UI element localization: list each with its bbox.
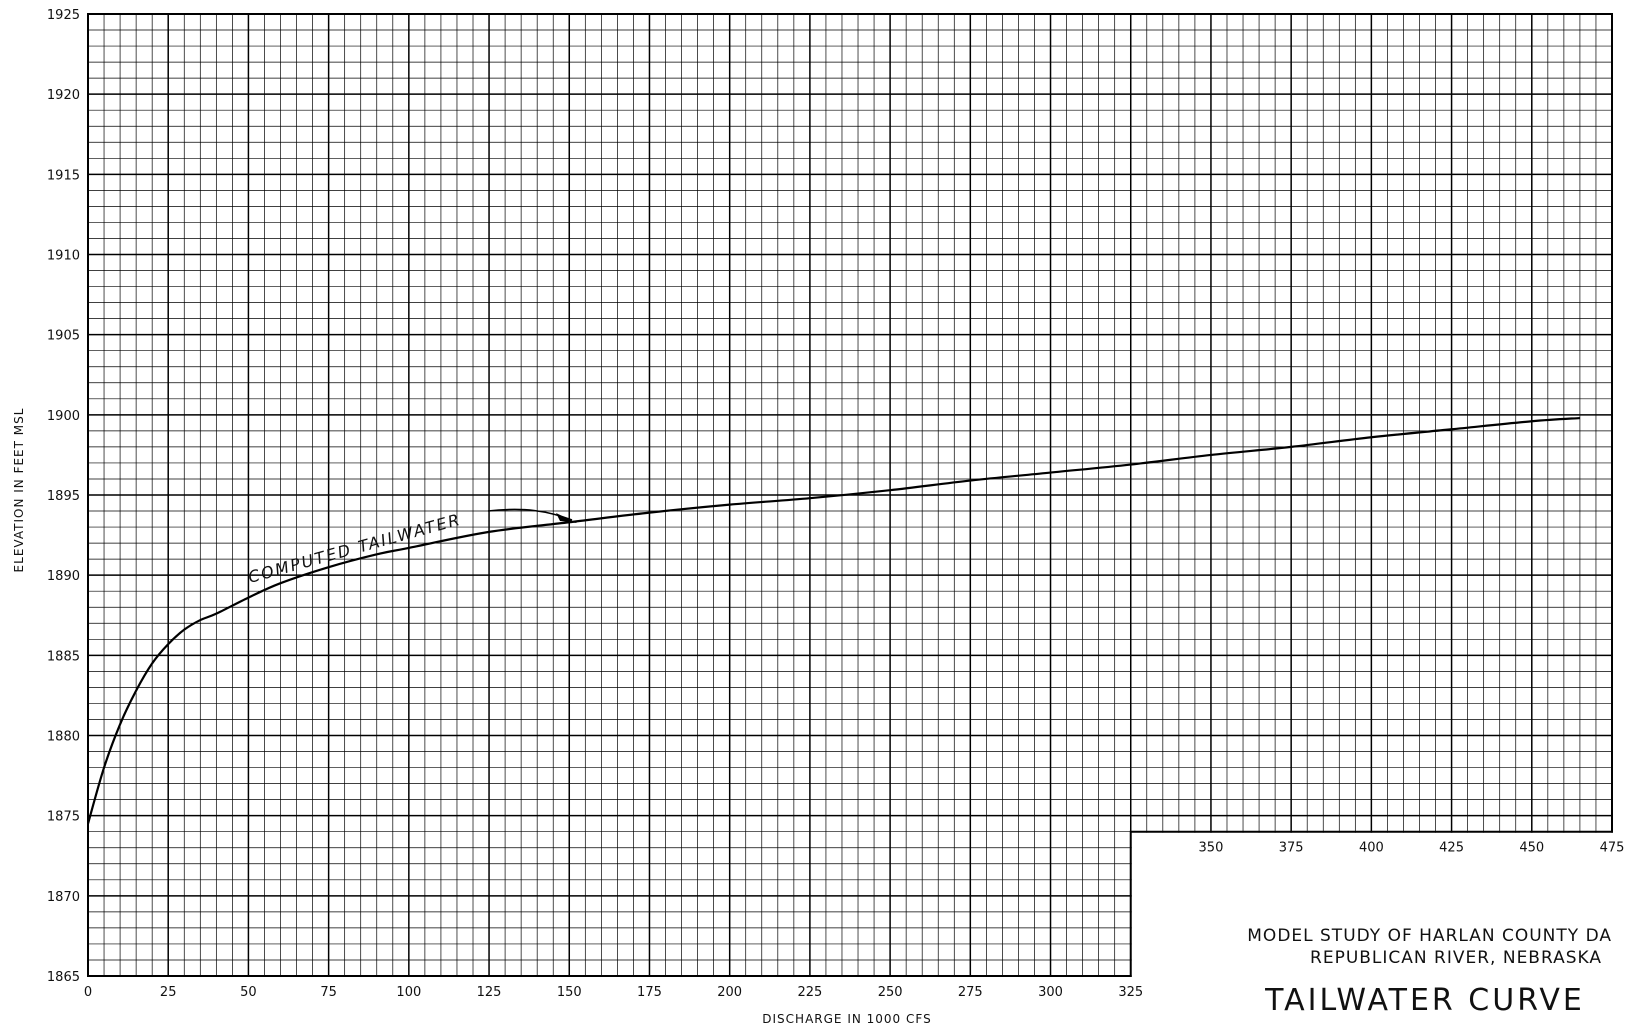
title-block-line-1: MODEL STUDY OF HARLAN COUNTY DA <box>1247 926 1612 946</box>
x-tick-label: 125 <box>477 985 502 1000</box>
x-tick-label: 25 <box>160 985 177 1000</box>
x-tick-label: 50 <box>240 985 257 1000</box>
y-tick-label: 1905 <box>47 329 80 344</box>
y-tick-label: 1910 <box>47 249 80 264</box>
x-axis-label: DISCHARGE IN 1000 CFS <box>762 1012 931 1026</box>
y-tick-label: 1885 <box>47 649 80 664</box>
y-tick-label: 1870 <box>47 890 80 905</box>
tailwater-curve-line <box>86 416 1580 824</box>
y-tick-label: 1925 <box>47 8 80 23</box>
y-tick-label: 1915 <box>47 168 80 183</box>
y-tick-label: 1890 <box>47 569 80 584</box>
x-tick-label: 250 <box>878 985 903 1000</box>
y-axis-label: ELEVATION IN FEET MSL <box>12 408 26 573</box>
annotation-arrowhead <box>556 513 577 523</box>
x-tick-label: 300 <box>1038 985 1063 1000</box>
x-tick-label: 400 <box>1359 841 1384 856</box>
x-tick-label: 150 <box>557 985 582 1000</box>
x-tick-label: 425 <box>1439 841 1464 856</box>
frame-outline <box>87 13 1613 977</box>
title-block-background <box>1131 832 1627 1032</box>
title-block-line-2: REPUBLICAN RIVER, NEBRASKA <box>1310 948 1602 968</box>
y-tick-label: 1895 <box>47 489 80 504</box>
x-tick-label: 325 <box>1118 985 1143 1000</box>
plot-frame <box>87 13 1613 977</box>
x-tick-label: 0 <box>84 985 92 1000</box>
x-tick-label: 450 <box>1519 841 1544 856</box>
chart-title: TAILWATER CURVE <box>1264 983 1585 1018</box>
x-tick-label: 475 <box>1600 841 1625 856</box>
x-tick-label: 75 <box>320 985 337 1000</box>
y-tick-labels: 1865 1870 1875 1880 1885 1890 1895 1900 1905 1910… <box>47 8 80 985</box>
x-tick-labels: 0 25 50 75 100 125 150 175 200 225 250 275 300 325 350… <box>84 841 1625 1000</box>
x-tick-label: 200 <box>717 985 742 1000</box>
y-tick-label: 1880 <box>47 730 80 745</box>
x-tick-label: 175 <box>637 985 662 1000</box>
x-tick-label: 375 <box>1279 841 1304 856</box>
x-tick-label: 350 <box>1199 841 1224 856</box>
x-tick-label: 100 <box>396 985 421 1000</box>
y-tick-label: 1900 <box>47 409 80 424</box>
x-tick-label: 275 <box>958 985 983 1000</box>
y-tick-label: 1920 <box>47 88 80 103</box>
x-tick-label: 225 <box>797 985 822 1000</box>
y-tick-label: 1865 <box>47 970 80 985</box>
y-tick-label: 1875 <box>47 810 80 825</box>
